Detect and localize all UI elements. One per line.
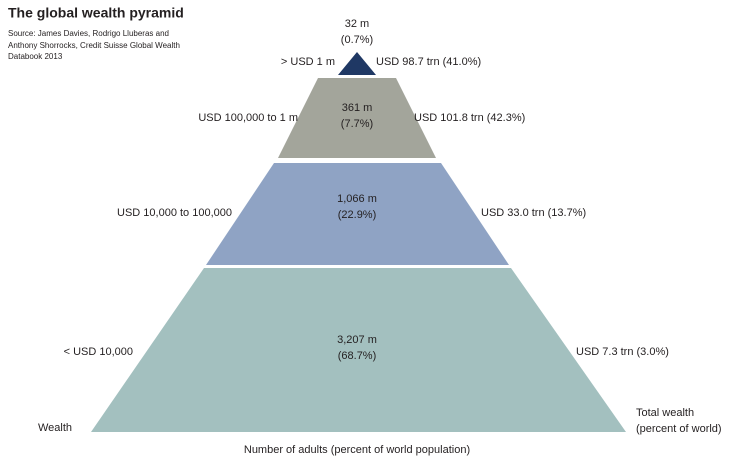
adults-percent: (22.9%) [338,209,377,221]
adults: 32 m [345,18,369,30]
source: Anthony Shorrocks, Credit Suisse Global … [8,41,180,50]
total-wealth: USD 101.8 trn (42.3%) [414,112,525,124]
adults-percent: (0.7%) [341,34,373,46]
right-label: Total wealth [636,407,694,419]
source: Source: James Davies, Rodrigo Lluberas a… [8,29,169,38]
adults: 361 m [342,102,373,114]
tier-shape [278,78,436,158]
right-label: (percent of world) [636,423,722,435]
title: The global wealth pyramid [8,5,184,21]
total-wealth: USD 7.3 trn (3.0%) [576,346,669,358]
left-label: Wealth [38,422,72,434]
wealth-range: < USD 10,000 [64,346,133,358]
wealth-range: USD 100,000 to 1 m [198,112,298,124]
source: Databook 2013 [8,52,63,61]
total-wealth: USD 98.7 trn (41.0%) [376,56,481,68]
wealth-range: USD 10,000 to 100,000 [117,207,232,219]
adults: 3,207 m [337,334,377,346]
wealth-range: > USD 1 m [281,56,335,68]
tier-shape [338,52,376,75]
adults: 1,066 m [337,193,377,205]
adults-percent: (7.7%) [341,118,373,130]
bottom-label: Number of adults (percent of world popul… [244,444,470,456]
total-wealth: USD 33.0 trn (13.7%) [481,207,586,219]
tier-shape [206,163,509,265]
adults-percent: (68.7%) [338,350,377,362]
tier-shape [91,268,626,432]
